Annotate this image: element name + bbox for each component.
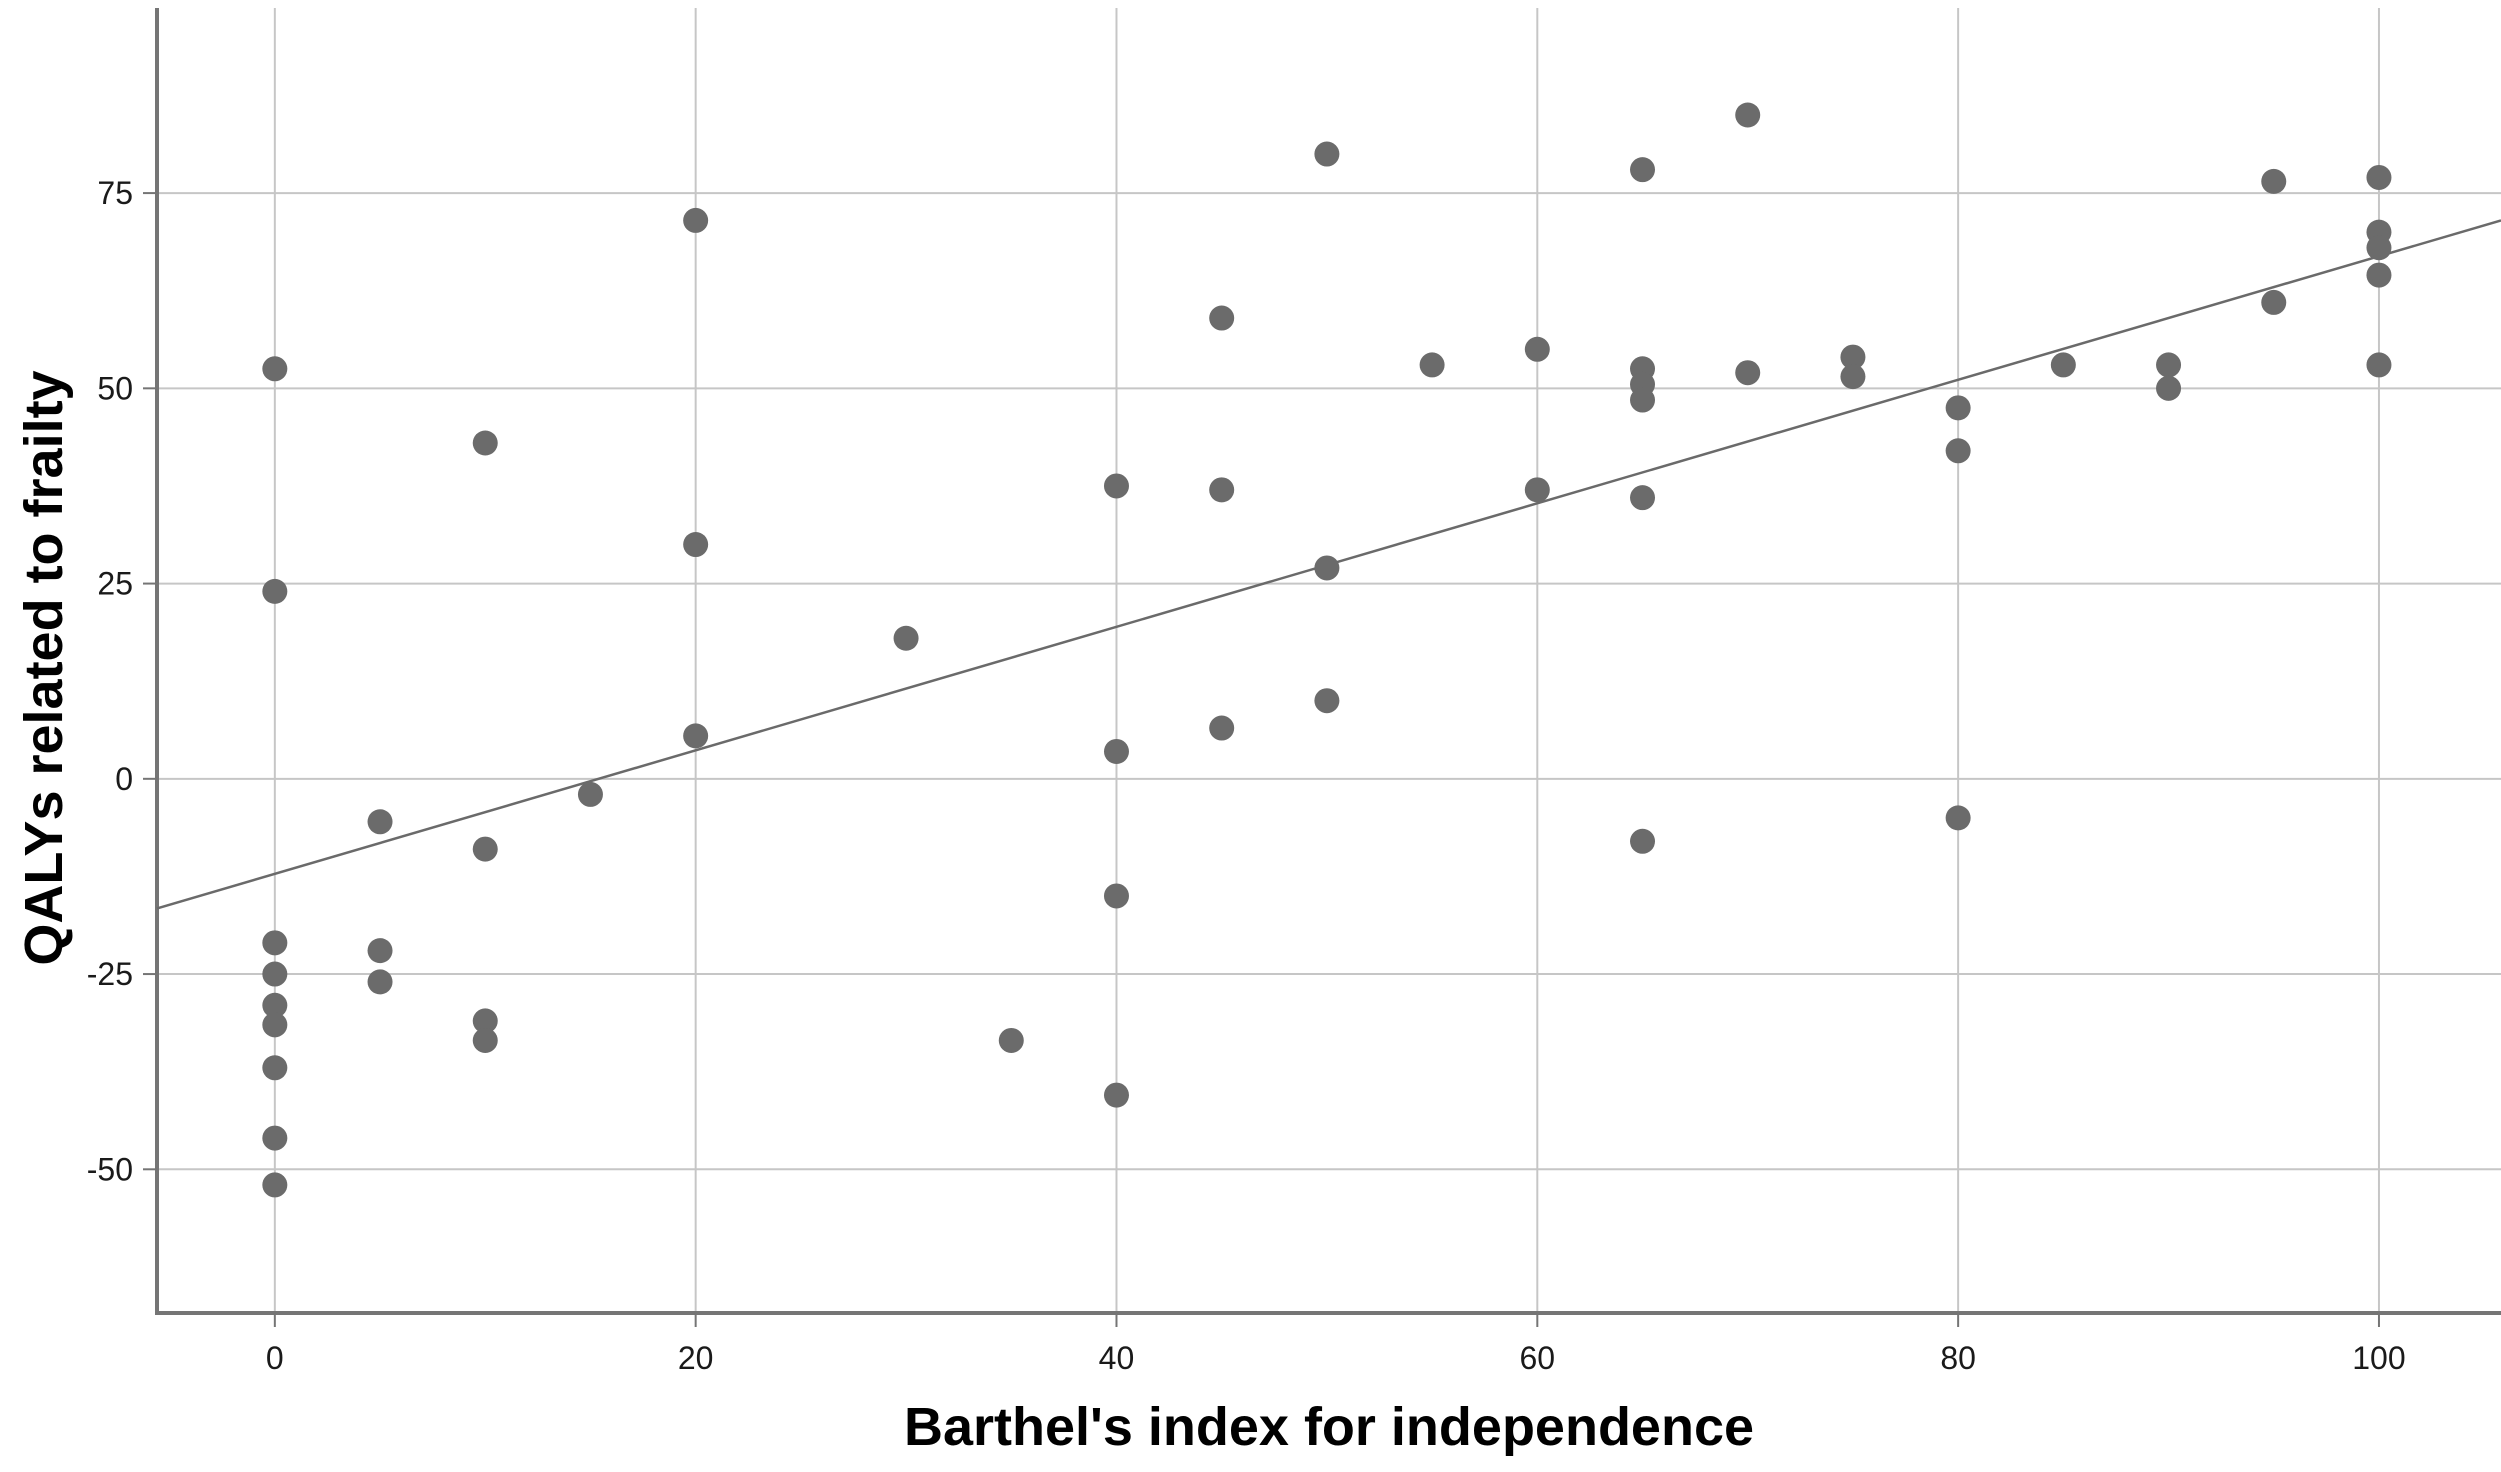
scatter-point xyxy=(262,992,288,1018)
scatter-point xyxy=(1840,344,1866,370)
scatter-point xyxy=(1945,805,1971,831)
scatter-point xyxy=(1209,305,1235,331)
scatter-point xyxy=(1840,364,1866,390)
scatter-point xyxy=(262,930,288,956)
scatter-point xyxy=(2366,164,2392,190)
scatter-point xyxy=(1630,387,1656,413)
scatter-point xyxy=(1209,715,1235,741)
scatter-point xyxy=(1103,883,1129,909)
scatter-point xyxy=(262,1125,288,1151)
scatter-point xyxy=(262,356,288,382)
scatter-point xyxy=(472,836,498,862)
scatter-point xyxy=(262,1012,288,1038)
y-tick-label: 75 xyxy=(97,175,133,211)
scatter-point xyxy=(1735,360,1761,386)
scatter-point xyxy=(1103,473,1129,499)
scatter-point xyxy=(1314,141,1340,167)
scatter-point xyxy=(1735,102,1761,128)
x-tick-label: 100 xyxy=(2352,1340,2405,1376)
scatter-point xyxy=(683,532,709,558)
scatter-point xyxy=(367,809,393,835)
scatter-point xyxy=(2366,352,2392,378)
scatter-point xyxy=(2050,352,2076,378)
scatter-point xyxy=(683,207,709,233)
y-tick-label: 25 xyxy=(97,566,133,602)
scatter-point xyxy=(2261,289,2287,315)
scatter-point xyxy=(577,781,603,807)
y-tick-label: -50 xyxy=(87,1151,133,1187)
scatter-point xyxy=(2261,168,2287,194)
scatter-point xyxy=(1419,352,1445,378)
scatter-point xyxy=(998,1027,1024,1053)
scatter-point xyxy=(472,1027,498,1053)
scatter-point xyxy=(2156,352,2182,378)
x-tick-label: 0 xyxy=(266,1340,284,1376)
x-axis-title: Barthel's index for independence xyxy=(903,1397,1755,1457)
scatter-point xyxy=(2156,375,2182,401)
x-tick-label: 80 xyxy=(1940,1340,1976,1376)
scatter-point xyxy=(472,430,498,456)
scatter-point xyxy=(1945,438,1971,464)
scatter-point xyxy=(262,961,288,987)
y-tick-label: 50 xyxy=(97,370,133,406)
scatter-point xyxy=(2366,262,2392,288)
scatter-point xyxy=(472,1008,498,1034)
scatter-point xyxy=(1103,738,1129,764)
scatter-point xyxy=(262,578,288,604)
scatter-point xyxy=(1630,485,1656,511)
scatter-point xyxy=(262,1172,288,1198)
scatter-point xyxy=(367,969,393,995)
scatter-point xyxy=(367,938,393,964)
y-tick-label: -25 xyxy=(87,956,133,992)
scatter-point xyxy=(1524,336,1550,362)
scatter-point xyxy=(1524,477,1550,503)
scatter-point xyxy=(683,723,709,749)
scatter-point xyxy=(1630,828,1656,854)
x-tick-label: 20 xyxy=(678,1340,714,1376)
x-tick-label: 40 xyxy=(1099,1340,1135,1376)
scatter-point xyxy=(2366,235,2392,261)
scatter-point xyxy=(262,1055,288,1081)
scatter-point xyxy=(1314,555,1340,581)
scatter-point xyxy=(1103,1082,1129,1108)
scatter-point xyxy=(893,625,919,651)
y-tick-label: 0 xyxy=(115,761,133,797)
scatter-point xyxy=(1314,688,1340,714)
scatter-point xyxy=(1630,157,1656,183)
x-tick-label: 60 xyxy=(1520,1340,1556,1376)
scatter-point xyxy=(1209,477,1235,503)
scatter-point xyxy=(1945,395,1971,421)
y-axis-title: QALYs related to frailty xyxy=(14,370,74,966)
